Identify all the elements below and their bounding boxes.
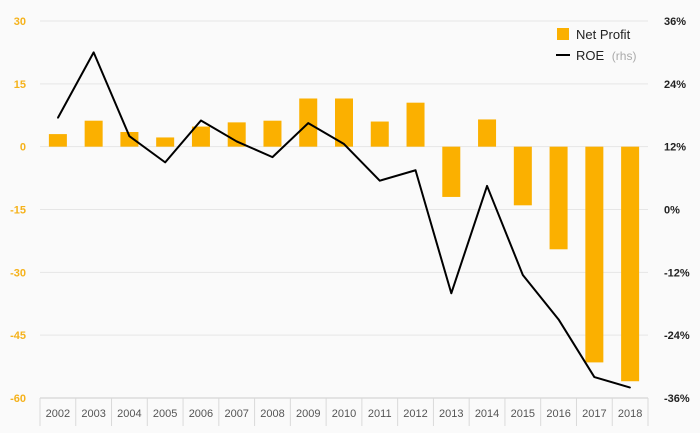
right-tick-label: -12% bbox=[664, 267, 690, 279]
x-tick-label: 2006 bbox=[189, 408, 213, 420]
legend-swatch-net-profit bbox=[557, 28, 569, 40]
roe-point bbox=[92, 51, 95, 54]
roe-point bbox=[343, 143, 345, 145]
legend-label-roe-name: ROE bbox=[576, 48, 605, 63]
roe-point bbox=[450, 292, 453, 295]
bar bbox=[263, 120, 282, 147]
left-tick-label: 15 bbox=[14, 79, 26, 91]
x-tick-label: 2010 bbox=[332, 408, 356, 420]
roe-point bbox=[271, 156, 274, 158]
x-tick-label: 2008 bbox=[260, 408, 284, 420]
left-tick-label: 30 bbox=[14, 16, 26, 28]
x-tick-label: 2003 bbox=[81, 408, 105, 420]
right-tick-label: -24% bbox=[664, 330, 690, 342]
roe-point bbox=[522, 274, 524, 276]
roe-point bbox=[307, 122, 310, 124]
roe-point bbox=[486, 185, 488, 187]
roe-point bbox=[557, 318, 560, 321]
x-tick-label: 2016 bbox=[546, 408, 570, 420]
legend-label-net-profit: Net Profit bbox=[576, 27, 631, 42]
bar bbox=[227, 122, 246, 147]
left-tick-label: 0 bbox=[20, 142, 26, 154]
bar bbox=[370, 121, 389, 147]
x-tick-label: 2013 bbox=[439, 408, 463, 420]
right-tick-label: 0% bbox=[664, 205, 680, 217]
bar bbox=[335, 98, 353, 147]
roe-point bbox=[593, 376, 596, 378]
left-tick-label: -30 bbox=[10, 267, 26, 279]
legend: Net Profit ROE (rhs) bbox=[556, 27, 636, 63]
bar bbox=[191, 126, 210, 147]
bar bbox=[406, 102, 425, 147]
x-tick-label: 2004 bbox=[117, 408, 141, 420]
roe-point bbox=[235, 140, 238, 143]
roe-point bbox=[57, 117, 59, 119]
roe-point bbox=[164, 161, 166, 164]
x-tick-label: 2007 bbox=[224, 408, 248, 420]
roe-point bbox=[200, 119, 202, 122]
right-tick-label: -36% bbox=[664, 393, 690, 405]
bar bbox=[549, 146, 568, 250]
left-tick-label: -60 bbox=[10, 393, 26, 405]
bar bbox=[84, 120, 103, 147]
x-tick-label: 2012 bbox=[403, 408, 427, 420]
roe-line-series bbox=[57, 51, 631, 389]
x-tick-label: 2005 bbox=[153, 408, 177, 420]
bar bbox=[478, 119, 497, 147]
bar bbox=[156, 137, 175, 147]
bar bbox=[120, 132, 139, 147]
right-tick-label: 12% bbox=[664, 142, 686, 154]
bar bbox=[621, 146, 640, 382]
x-tick-label: 2018 bbox=[618, 408, 642, 420]
roe-point bbox=[378, 179, 381, 182]
x-tick-label: 2011 bbox=[368, 408, 392, 420]
bar bbox=[585, 146, 604, 363]
roe-point bbox=[128, 135, 131, 137]
right-tick-label: 24% bbox=[664, 79, 686, 91]
bar bbox=[513, 146, 532, 206]
x-tick-label: 2002 bbox=[46, 408, 70, 420]
roe-point bbox=[414, 169, 417, 172]
x-tick-label: 2015 bbox=[511, 408, 535, 420]
bar bbox=[48, 134, 67, 147]
x-tick-label: 2014 bbox=[475, 408, 499, 420]
legend-label-roe: ROE (rhs) bbox=[576, 48, 636, 63]
bar bbox=[442, 146, 461, 197]
axes: 30 15 0 -15 -30 -45 -60 36% 24% 12% 0% -12% -24% -36%… bbox=[10, 16, 690, 426]
x-tick-label: 2009 bbox=[296, 408, 320, 420]
x-tick-label: 2017 bbox=[582, 408, 606, 420]
left-tick-label: -15 bbox=[10, 205, 26, 217]
right-tick-label: 36% bbox=[664, 16, 686, 28]
left-tick-label: -45 bbox=[10, 330, 26, 342]
legend-label-roe-suffix: (rhs) bbox=[612, 49, 637, 63]
roe-point bbox=[629, 386, 631, 389]
